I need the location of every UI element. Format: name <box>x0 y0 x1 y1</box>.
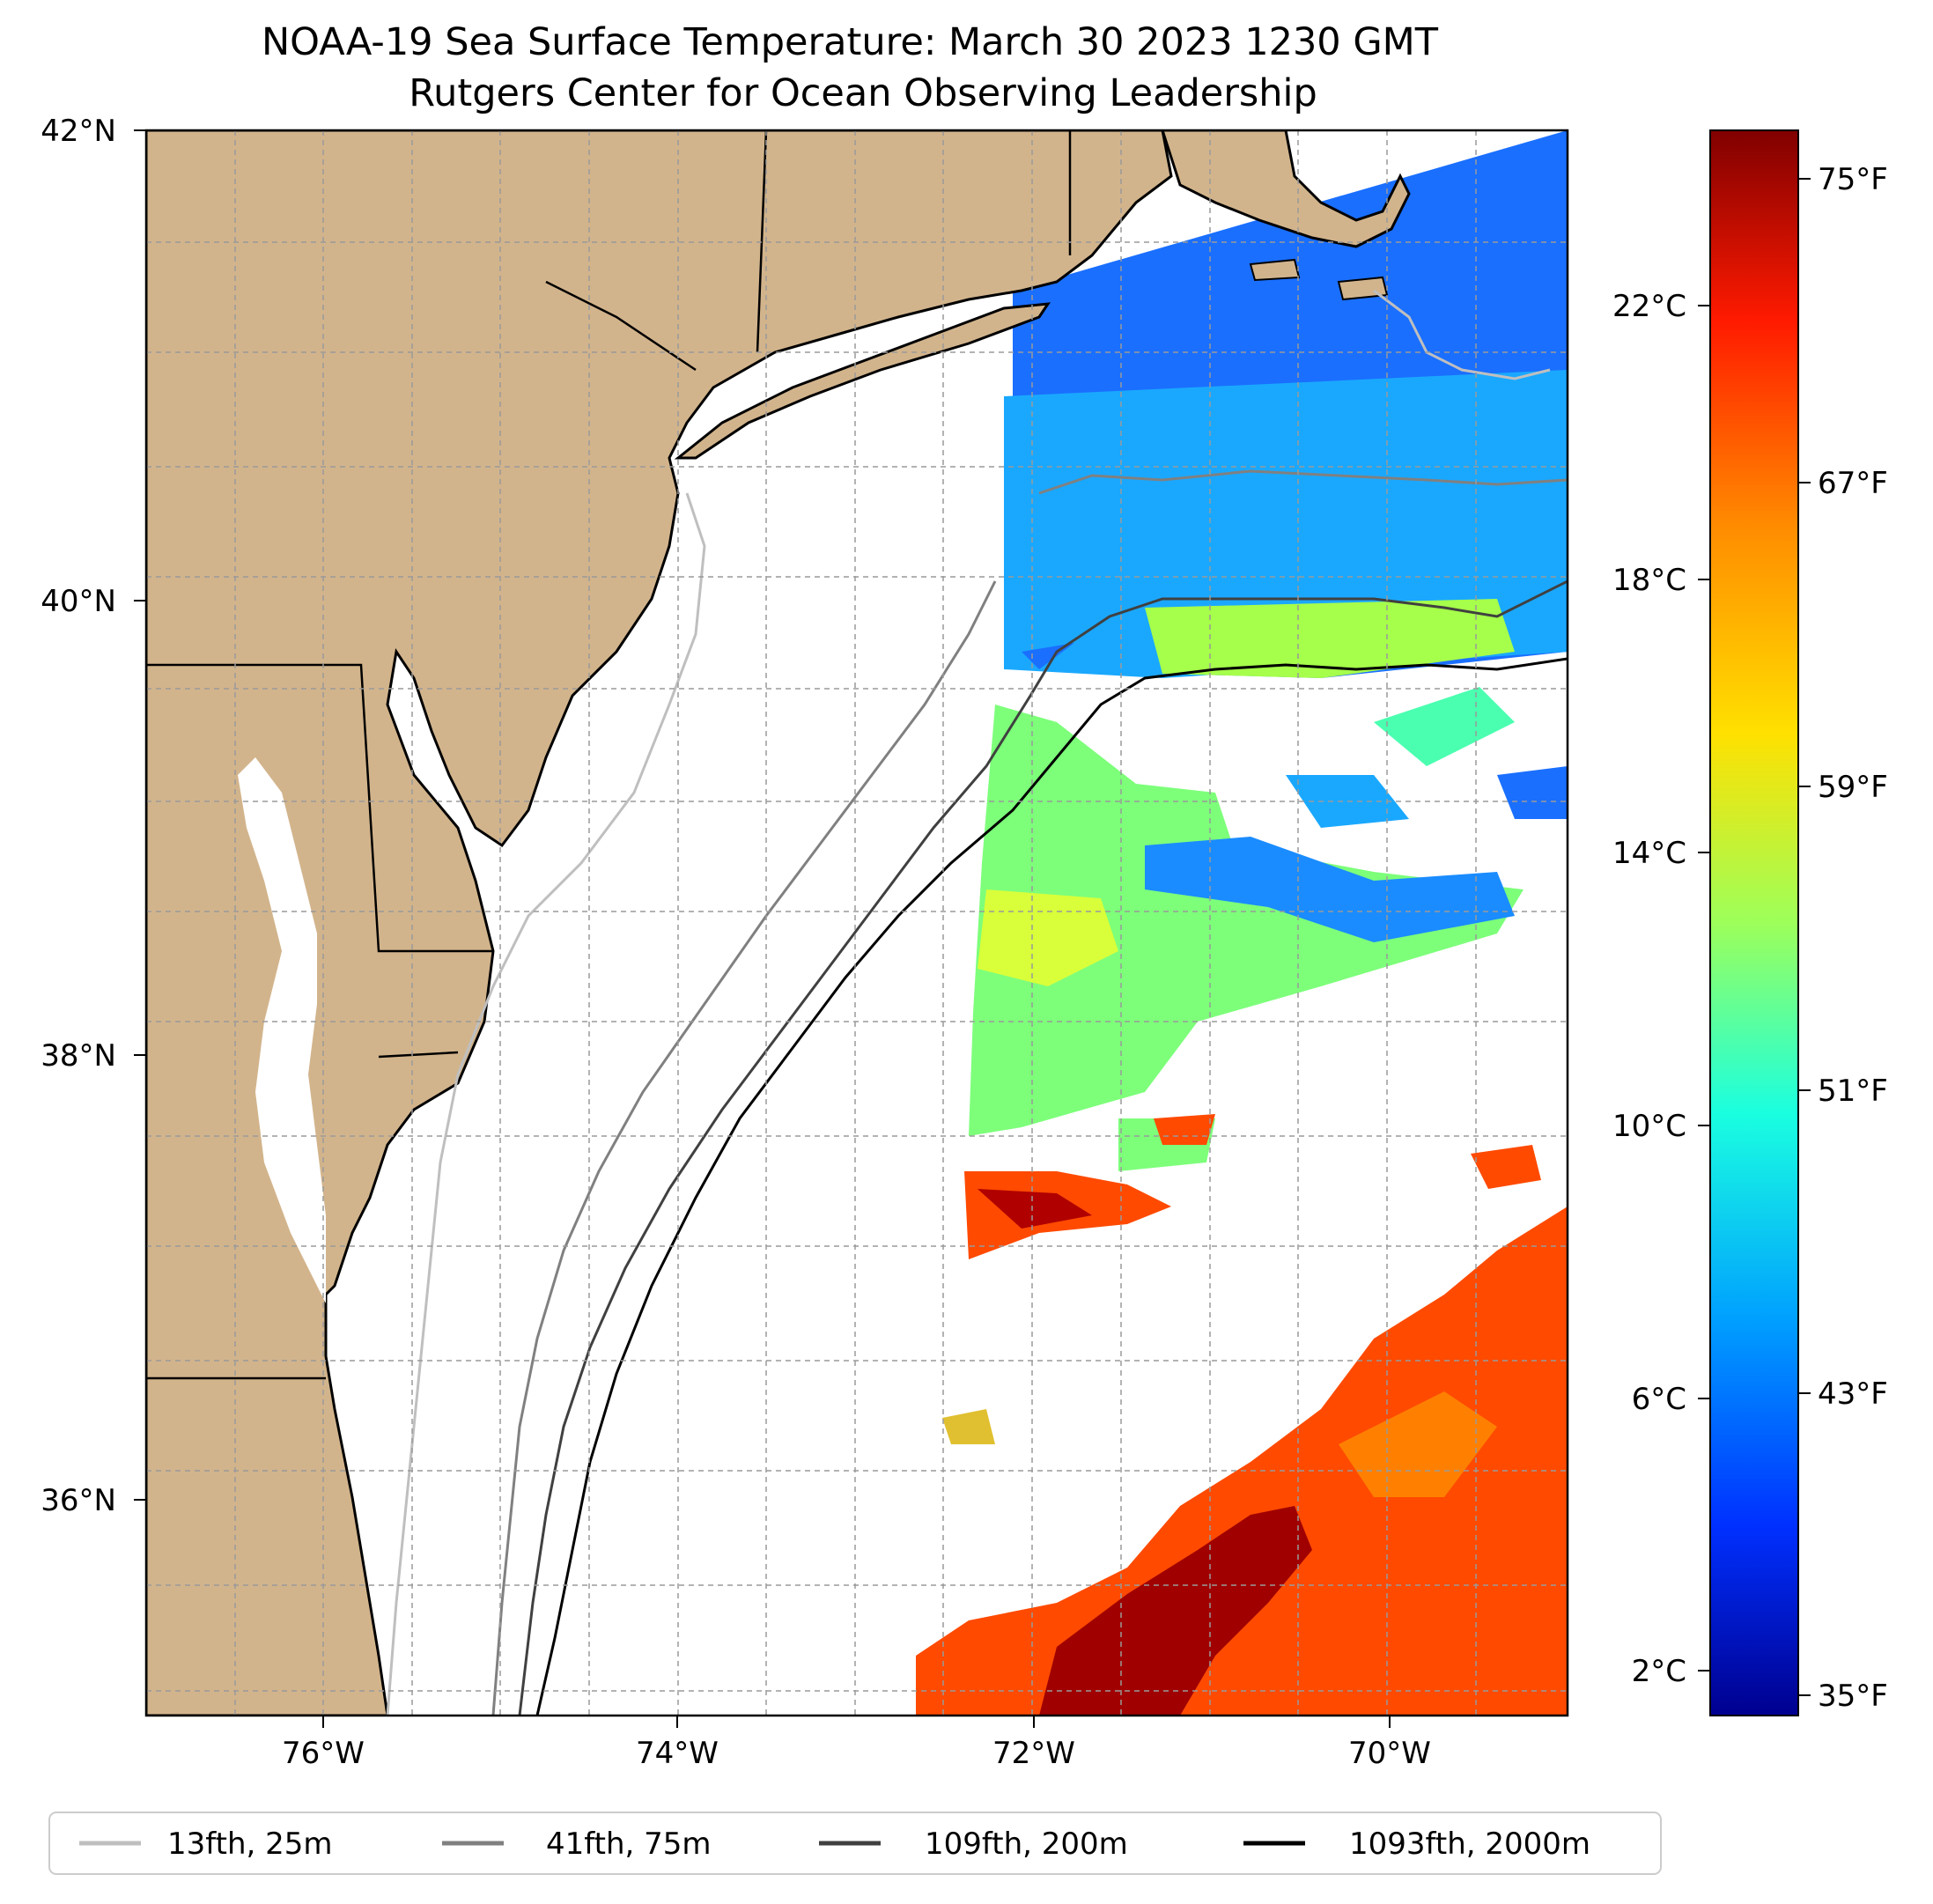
cb-c-10: 10°C <box>1612 1109 1686 1144</box>
land-long-island <box>674 302 1051 460</box>
sst-gulfstream-core <box>1039 1506 1312 1716</box>
lon-label-70: 70°W <box>1348 1736 1431 1771</box>
sst-yellow-band <box>1145 599 1515 678</box>
gridlines <box>146 130 1568 1716</box>
legend-label-200m: 109fth, 200m <box>925 1827 1128 1862</box>
sst-blue-edge-patch <box>1497 766 1568 819</box>
legend-label-25m: 13fth, 25m <box>167 1827 333 1862</box>
lat-label-36: 36°N <box>41 1483 116 1518</box>
cb-f-43: 43°F <box>1818 1376 1888 1412</box>
colorbar-fahrenheit-ticks <box>1798 178 1811 1696</box>
legend-label-75m: 41fth, 75m <box>546 1827 712 1862</box>
cb-f-59: 59°F <box>1818 770 1888 805</box>
sst-warm-patch-east <box>1471 1145 1541 1189</box>
cb-c-18: 18°C <box>1612 563 1686 598</box>
lon-label-76: 76°W <box>282 1736 365 1771</box>
cb-f-35: 35°F <box>1818 1679 1888 1714</box>
lon-label-74: 74°W <box>636 1736 719 1771</box>
sst-data-layer <box>916 130 1568 1716</box>
colorbar-celsius-labels: 22°C 18°C 14°C 10°C 6°C 2°C <box>1612 289 1686 1689</box>
sst-blue-streaks <box>1145 837 1515 942</box>
cb-f-67: 67°F <box>1818 466 1888 501</box>
colorbar-celsius-ticks <box>1698 305 1710 1672</box>
land-marthas-vineyard <box>1249 258 1301 282</box>
land-mainland <box>146 130 1173 1716</box>
sst-hot-core <box>978 1189 1092 1229</box>
land-cape-cod <box>1161 130 1411 248</box>
cb-c-14: 14°C <box>1612 836 1686 871</box>
contour-nantucket-shoals <box>1373 289 1551 380</box>
colorbar-fahrenheit-labels: 75°F 67°F 59°F 51°F 43°F 35°F <box>1818 162 1888 1714</box>
cb-c-6: 6°C <box>1632 1382 1686 1417</box>
sst-green-region <box>969 705 1524 1136</box>
sst-small-yellow <box>942 1409 995 1444</box>
sst-green-patch-2 <box>1374 687 1515 766</box>
sst-yellow-patch <box>978 889 1118 986</box>
map-area <box>146 130 1568 1716</box>
state-borders <box>146 130 1072 1380</box>
legend: 13fth, 25m 41fth, 75m 109fth, 200m 1093f… <box>48 1812 1662 1875</box>
sst-gulfstream-region <box>916 1207 1568 1716</box>
contour-2000m <box>535 657 1568 1716</box>
cb-c-22: 22°C <box>1612 289 1686 324</box>
contour-75m <box>491 580 997 1716</box>
title-line-1: NOAA-19 Sea Surface Temperature: March 3… <box>262 20 1439 64</box>
land-layer <box>146 130 1411 1716</box>
sst-warm-patch <box>1154 1114 1215 1145</box>
map-frame <box>144 129 1569 1717</box>
contour-200m <box>518 579 1568 1716</box>
contour-north-grey <box>1038 469 1568 495</box>
title-line-2: Rutgers Center for Ocean Observing Leade… <box>409 71 1317 115</box>
lon-label-72: 72°W <box>992 1736 1075 1771</box>
cb-f-75: 75°F <box>1818 162 1888 197</box>
cb-f-51: 51°F <box>1818 1074 1888 1109</box>
colorbar-gradient <box>1709 129 1799 1716</box>
cb-c-2: 2°C <box>1632 1654 1686 1689</box>
latitude-labels: 42°N 40°N 38°N 36°N <box>41 114 116 1518</box>
legend-label-2000m: 1093fth, 2000m <box>1349 1827 1590 1862</box>
lat-label-40: 40°N <box>41 584 116 619</box>
lat-label-38: 38°N <box>41 1038 116 1074</box>
longitude-labels: 76°W 74°W 72°W 70°W <box>282 1736 1431 1771</box>
colorbar: 22°C 18°C 14°C 10°C 6°C 2°C 75°F 67°F 59… <box>1612 129 1888 1716</box>
axis-ticks <box>134 129 1391 1728</box>
lat-label-42: 42°N <box>41 114 116 149</box>
land-delmarva-bay <box>238 757 326 1303</box>
